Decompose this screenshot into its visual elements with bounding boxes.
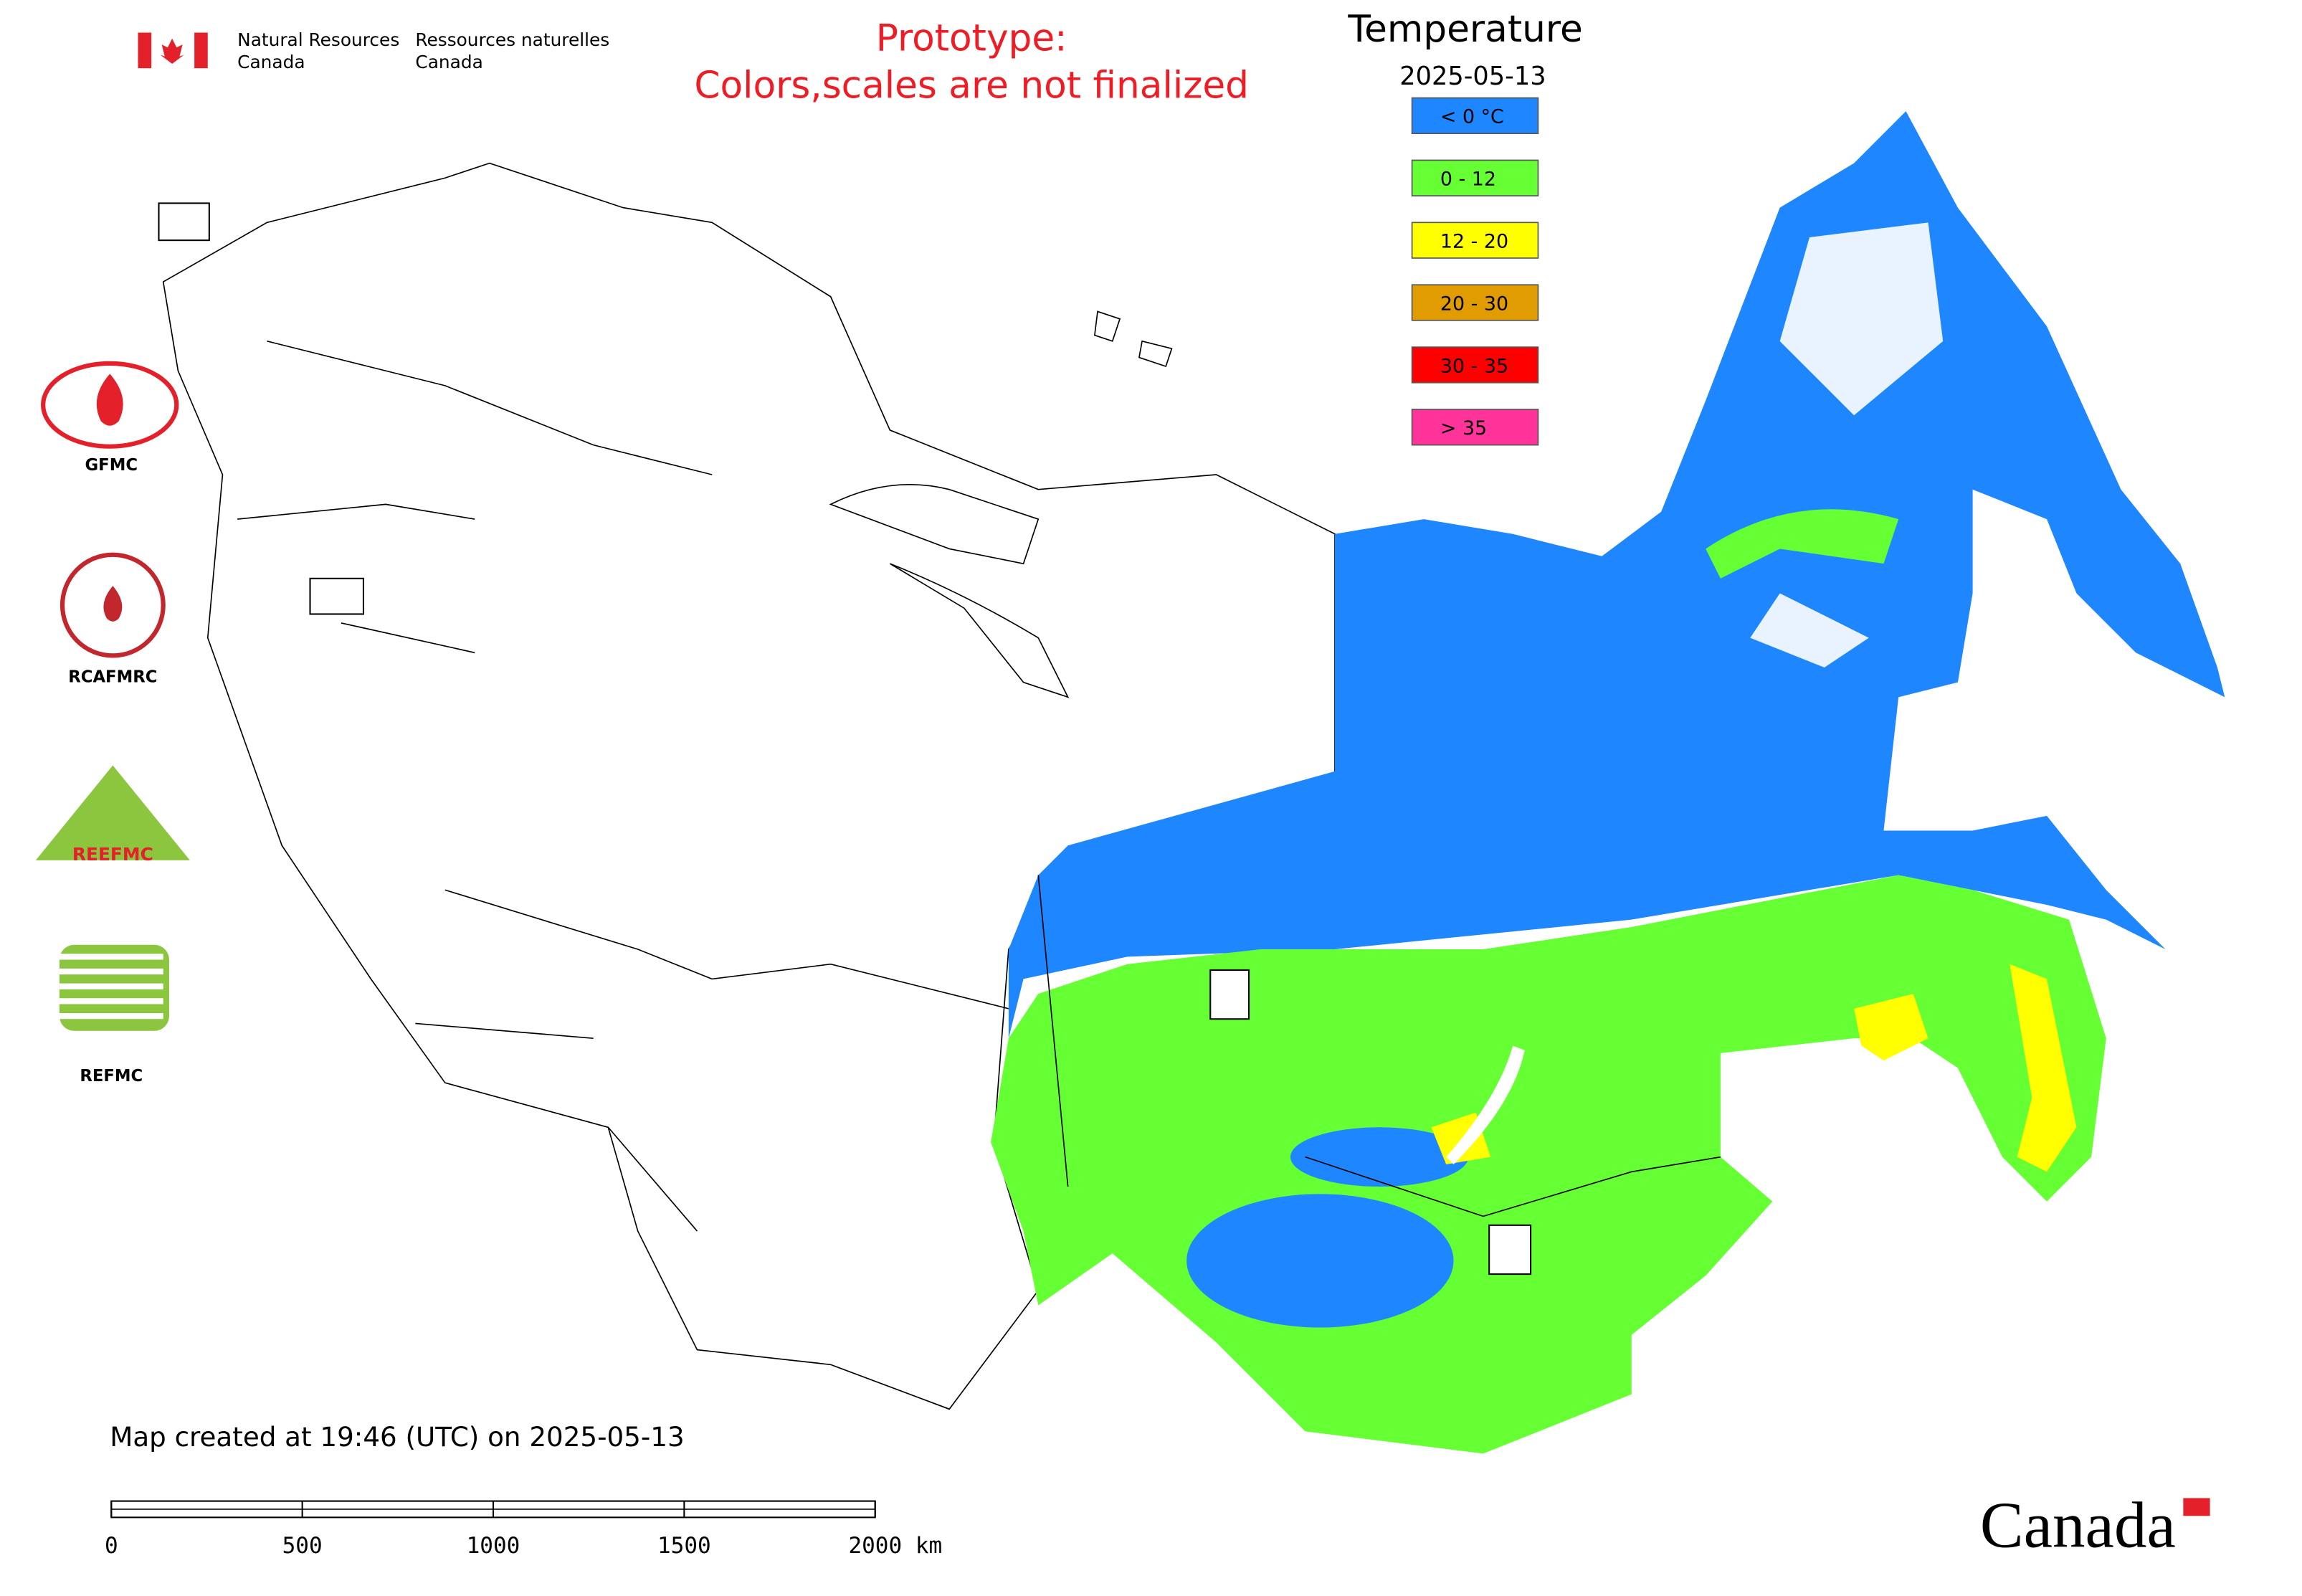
site-marker	[1488, 1224, 1532, 1276]
agency-en-2: Canada	[237, 52, 305, 72]
scale-label: 0	[105, 1533, 118, 1559]
logo-label: GFMC	[85, 456, 138, 475]
region-12-20	[1431, 964, 2077, 1172]
map-layer	[158, 111, 2225, 1454]
snow-free-gaps	[1750, 222, 1944, 668]
region-0-12-north	[1706, 509, 1899, 579]
region-below-zero-south	[1290, 1127, 1469, 1187]
legend-swatch	[1411, 159, 1539, 196]
site-marker	[158, 202, 210, 242]
legend-swatch	[1411, 284, 1539, 321]
agency-fr-1: Ressources naturelles	[415, 29, 609, 50]
scale-label: 1000	[467, 1533, 520, 1559]
legend-date: 2025-05-13	[1399, 62, 1546, 91]
site-marker	[309, 577, 365, 615]
scale-label: 1500	[657, 1533, 711, 1559]
legend-swatch	[1411, 222, 1539, 259]
partner-logos: GFMC RCAFMRC REEFMC REFMC	[35, 361, 190, 1086]
legend-label: 30 - 35	[1440, 355, 1508, 377]
wordmark: Canada	[1980, 1489, 2176, 1562]
logo-label: RCAFMRC	[68, 668, 157, 687]
canada-wordmark: Canada	[1980, 1489, 2210, 1562]
legend-swatch	[1411, 97, 1539, 135]
legend-label: 12 - 20	[1440, 230, 1508, 252]
logo-label: REEFMC	[72, 844, 153, 865]
legend: < 0 °C 0 - 12 12 - 20 20 - 30 30 - 35 > 35	[1411, 97, 1539, 446]
legend-label: 20 - 30	[1440, 293, 1508, 315]
legend-swatch	[1411, 346, 1539, 384]
legend-label: 0 - 12	[1440, 168, 1496, 191]
logo-label: REFMC	[80, 1067, 143, 1086]
creation-note: Map created at 19:46 (UTC) on 2025-05-13	[110, 1421, 684, 1453]
site-marker	[1209, 969, 1250, 1020]
agency-signature: Natural Resources Canada Ressources natu…	[138, 29, 609, 72]
agency-fr-2: Canada	[415, 52, 482, 72]
land-outline	[162, 162, 1336, 1410]
region-below-zero-south	[1186, 1194, 1454, 1328]
region-below-zero	[1008, 111, 2225, 1039]
notice-line-1: Prototype:	[876, 16, 1067, 60]
agency-en-1: Natural Resources	[237, 29, 399, 50]
scale-label: 500	[282, 1533, 323, 1559]
legend-title: Temperature	[1347, 8, 1583, 51]
legend-label: < 0 °C	[1440, 106, 1504, 128]
legend-swatch	[1411, 409, 1539, 446]
scale-label: 2000 km	[848, 1533, 942, 1559]
region-0-12	[991, 875, 2106, 1454]
scale-bar: 0 500 1000 1500 2000 km	[105, 1500, 942, 1559]
lake	[1446, 1045, 1525, 1164]
legend-label: > 35	[1440, 417, 1487, 440]
notice-line-2: Colors,scales are not finalized	[694, 65, 1249, 108]
